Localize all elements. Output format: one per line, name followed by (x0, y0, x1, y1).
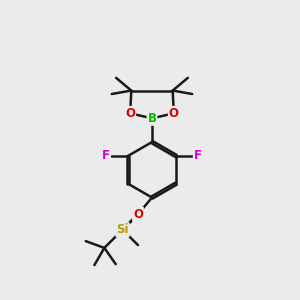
Text: B: B (148, 112, 157, 125)
Text: F: F (102, 149, 110, 162)
Text: O: O (169, 107, 179, 120)
Text: O: O (133, 208, 143, 221)
Text: F: F (194, 149, 202, 162)
Text: O: O (125, 107, 135, 120)
Text: Si: Si (116, 223, 129, 236)
